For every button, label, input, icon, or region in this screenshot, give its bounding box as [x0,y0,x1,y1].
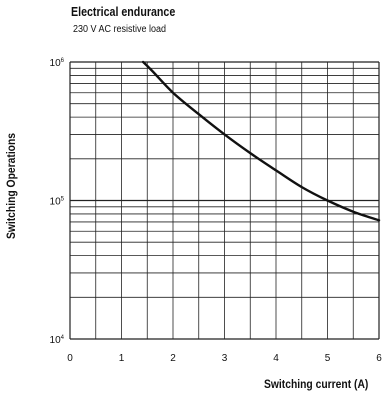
x-tick-label: 6 [376,353,382,364]
x-tick-label: 4 [273,353,279,364]
x-tick-label: 5 [325,353,331,364]
y-tick-labels: 106 105 104 [50,58,65,346]
y-axis-label: Switching Operations [4,132,18,240]
chart-title: Electrical endurance [71,4,176,19]
x-tick-label: 0 [67,353,73,364]
y-tick-label: 105 [50,197,65,208]
x-tick-label: 2 [170,353,176,364]
series-layer [141,60,381,222]
x-axis-label: Switching current (A) [264,377,369,391]
series-line-0 [141,60,381,222]
grid-lines [69,61,380,340]
chart-subtitle: 230 V AC resistive load [73,24,167,35]
x-tick-label: 1 [119,353,125,364]
y-tick-label: 104 [50,335,65,346]
x-tick-label: 3 [222,353,228,364]
y-tick-label: 106 [50,58,65,69]
x-tick-labels: 0 1 2 3 4 5 6 [67,353,382,364]
